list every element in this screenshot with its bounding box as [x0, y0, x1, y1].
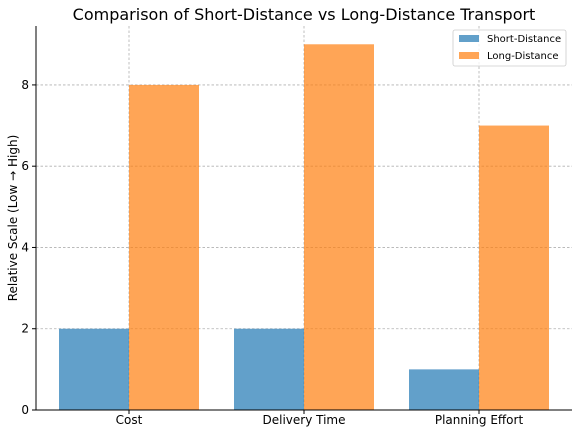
- bar-long-distance: [304, 44, 374, 411]
- bar-short-distance: [59, 328, 129, 410]
- bar-short-distance: [234, 328, 304, 410]
- x-tick-label: Cost: [116, 413, 143, 427]
- y-tick-label: 8: [21, 78, 29, 92]
- legend: Short-Distance Long-Distance: [452, 29, 567, 67]
- legend-swatch-long-distance: [459, 52, 479, 59]
- y-tick-label: 2: [21, 322, 29, 336]
- bar-long-distance: [479, 125, 549, 411]
- bar-short-distance: [409, 369, 479, 410]
- legend-label-short-distance: Short-Distance: [487, 34, 561, 45]
- bars: [59, 44, 549, 411]
- y-tick-label: 4: [21, 240, 29, 254]
- x-tick-label: Delivery Time: [263, 413, 346, 427]
- tick-labels: 0 2 4 6 8 Cost Delivery Time Planning Effort: [21, 78, 523, 427]
- x-tick-label: Planning Effort: [435, 413, 524, 427]
- legend-label-long-distance: Long-Distance: [487, 51, 559, 62]
- bar-long-distance: [129, 84, 199, 411]
- legend-frame: [452, 29, 567, 67]
- y-tick-label: 6: [21, 159, 29, 173]
- legend-swatch-short-distance: [459, 35, 479, 42]
- y-axis-label: Relative Scale (Low → High): [6, 135, 20, 302]
- y-tick-label: 0: [21, 403, 29, 417]
- chart-title: Comparison of Short-Distance vs Long-Dis…: [73, 5, 536, 24]
